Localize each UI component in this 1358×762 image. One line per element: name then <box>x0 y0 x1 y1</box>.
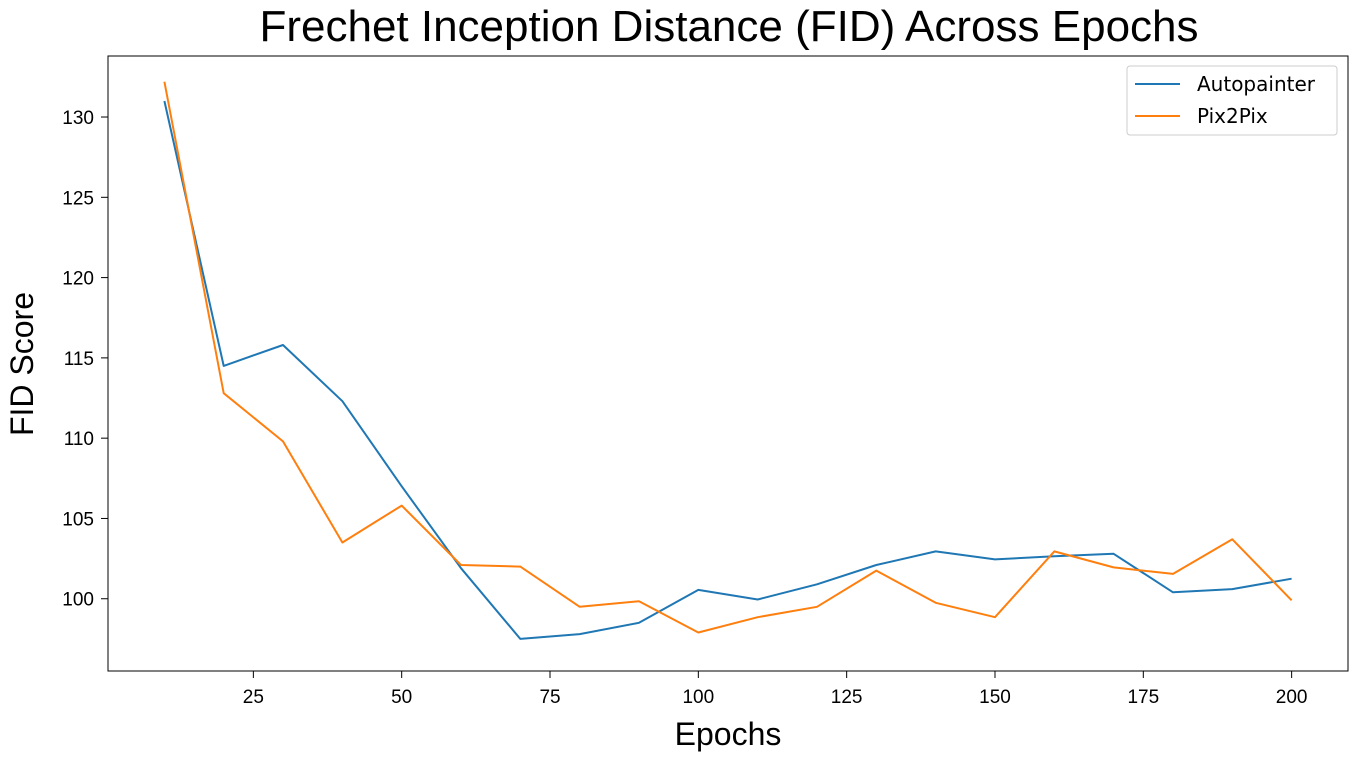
y-tick-label: 115 <box>64 349 94 370</box>
series-line-pix2pix <box>163 81 1293 634</box>
y-tick-label: 105 <box>62 509 94 530</box>
series-line-autopainter <box>163 100 1292 640</box>
chart-title: Frechet Inception Distance (FID) Across … <box>259 2 1198 51</box>
x-tick-label: 50 <box>391 687 412 708</box>
x-tick-label: 200 <box>1276 687 1308 708</box>
y-tick-label: 100 <box>62 590 94 611</box>
y-tick-label: 110 <box>64 429 94 450</box>
y-tick-label: 120 <box>62 269 94 290</box>
x-axis: 25 50 75 100 125 150 175 200 <box>243 671 1308 708</box>
x-tick-label: 25 <box>243 687 264 708</box>
series-lines <box>163 81 1293 640</box>
x-tick-label: 175 <box>1127 687 1159 708</box>
legend: Autopainter Pix2Pix <box>1126 65 1338 136</box>
legend-label-pix2pix: Pix2Pix <box>1197 104 1268 128</box>
y-tick-label: 130 <box>62 108 94 129</box>
plot-area <box>107 55 1349 672</box>
y-axis-label: FID Score <box>4 292 40 436</box>
y-axis: 100 105 110 115 120 125 130 <box>62 108 108 611</box>
y-tick-label: 125 <box>62 188 94 209</box>
x-tick-label: 125 <box>831 687 863 708</box>
x-tick-label: 100 <box>682 687 714 708</box>
legend-label-autopainter: Autopainter <box>1197 72 1316 96</box>
x-tick-label: 150 <box>979 687 1011 708</box>
x-axis-label: Epochs <box>675 716 782 752</box>
x-tick-label: 75 <box>539 687 560 708</box>
